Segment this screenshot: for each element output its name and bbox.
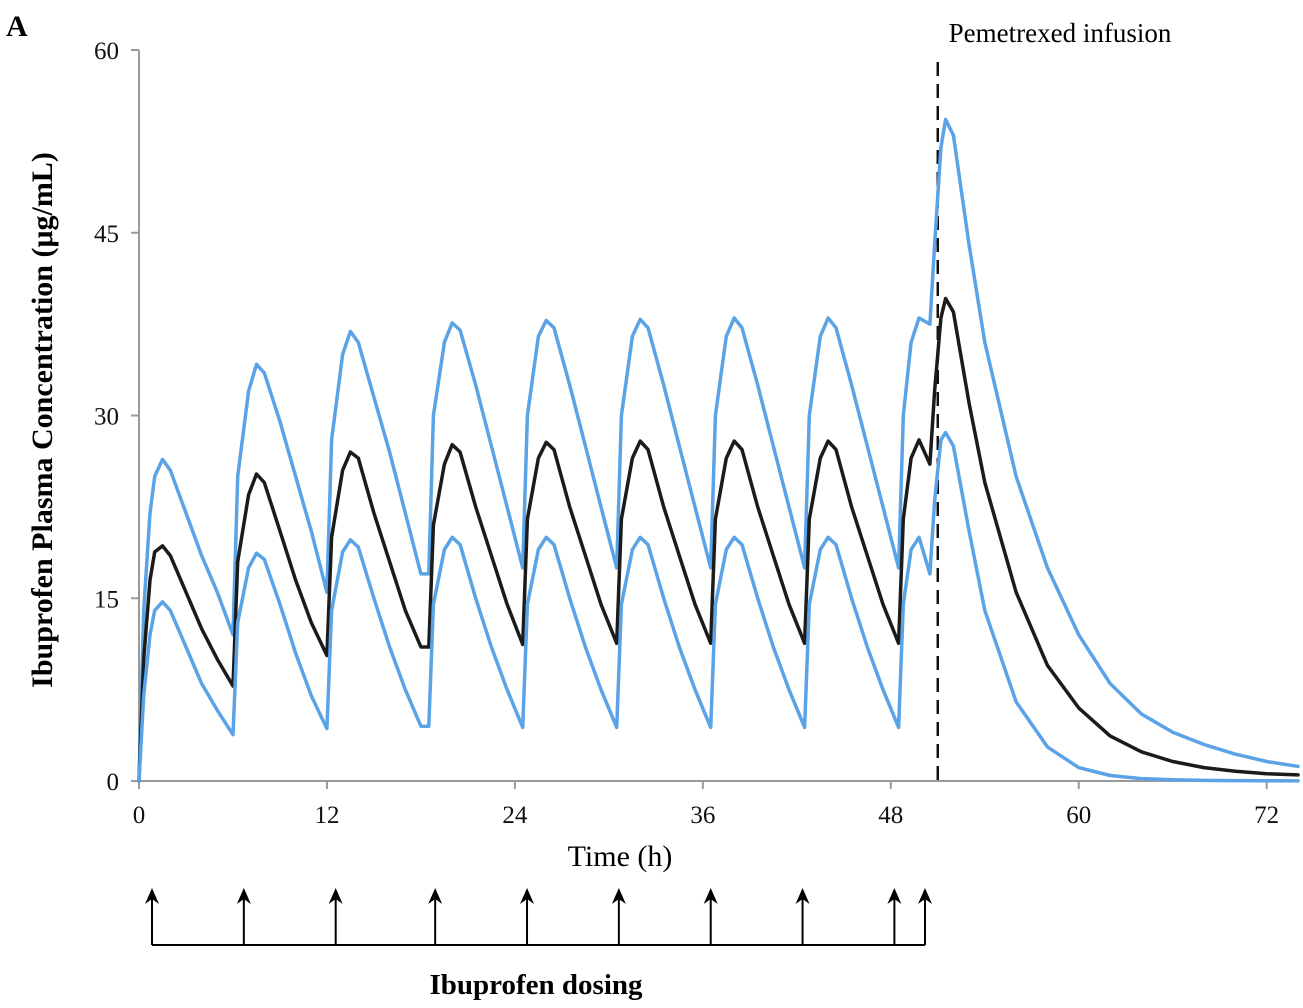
dose-arrow	[611, 888, 626, 945]
x-axis: 0 12 24 36 48 60 72	[133, 780, 1298, 829]
y-tick-label: 30	[94, 404, 119, 431]
dosing-schedule: Ibuprofen dosing	[145, 888, 932, 1001]
x-tick-label: 36	[690, 802, 715, 829]
dose-arrow	[328, 888, 343, 945]
x-axis-title: Time (h)	[568, 840, 673, 873]
infusion-annotation: Pemetrexed infusion	[949, 18, 1172, 48]
dose-arrow	[145, 888, 159, 945]
x-tick-label: 72	[1254, 802, 1279, 829]
x-tick-label: 12	[314, 802, 339, 829]
panel-letter: A	[6, 10, 28, 43]
x-tick-label: 0	[133, 802, 146, 829]
series-line-lower	[137, 430, 1300, 783]
y-tick-label: 15	[94, 586, 119, 613]
series-group	[137, 117, 1300, 783]
y-axis-title: Ibuprofen Plasma Concentration (μg/mL)	[26, 152, 59, 688]
y-tick-label: 0	[107, 769, 120, 796]
dose-arrow	[428, 888, 443, 945]
dose-arrow	[918, 888, 932, 945]
dosing-label: Ibuprofen dosing	[429, 969, 643, 1001]
dose-arrow	[236, 888, 251, 945]
dose-arrow	[703, 888, 718, 945]
dose-arrow	[520, 888, 535, 945]
series-line-median	[137, 296, 1300, 783]
infusion-marker: Pemetrexed infusion	[936, 18, 1172, 781]
y-tick-label: 60	[94, 38, 119, 65]
dose-arrow	[795, 888, 810, 945]
x-tick-label: 24	[502, 802, 528, 829]
dose-arrow	[887, 888, 902, 945]
series-line-upper	[137, 117, 1300, 783]
y-tick-label: 45	[94, 221, 119, 248]
y-axis: 0 15 30 45 60	[94, 38, 140, 796]
x-tick-label: 60	[1066, 802, 1091, 829]
x-tick-label: 48	[878, 802, 903, 829]
